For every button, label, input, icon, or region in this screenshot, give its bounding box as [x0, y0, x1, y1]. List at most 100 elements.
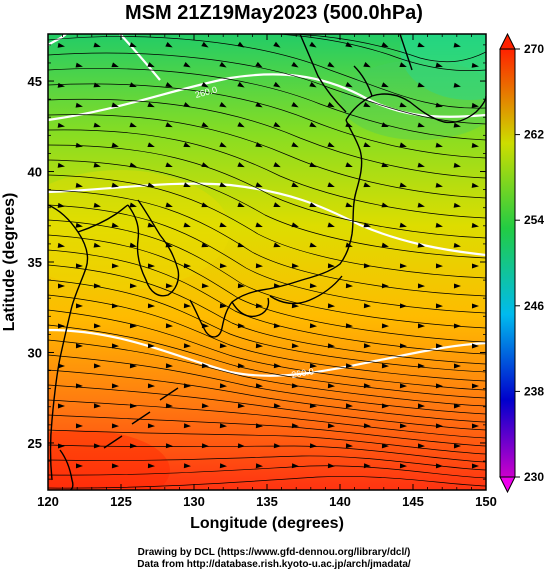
x-tick-label: 130	[183, 494, 205, 509]
wind-arrow	[57, 82, 65, 88]
wind-arrow	[219, 263, 227, 269]
wind-arrow	[381, 202, 389, 208]
wind-arrow	[93, 363, 101, 369]
x-tick-label: 150	[475, 494, 497, 509]
colorbar-bottom-arrow	[499, 476, 516, 494]
wind-arrow	[471, 222, 479, 228]
wind-arrow	[75, 222, 83, 228]
wind-arrow	[399, 102, 407, 108]
wind-arrow	[255, 61, 263, 68]
wind-arrow	[417, 323, 425, 329]
wind-arrow	[75, 142, 83, 148]
wind-arrow	[399, 343, 407, 349]
wind-arrow	[219, 61, 227, 68]
wind-arrow	[201, 41, 209, 48]
wind-arrow	[255, 423, 263, 429]
y-tick-label: 25	[28, 436, 42, 451]
wind-arrow	[201, 81, 209, 88]
wind-arrow	[309, 323, 317, 329]
wind-arrow	[291, 463, 299, 469]
wind-arrow	[183, 102, 191, 108]
wind-arrow	[75, 303, 83, 309]
wind-arrow	[363, 343, 371, 349]
wind-arrow	[417, 122, 425, 128]
wind-arrow	[453, 242, 461, 248]
colorbar-tick-label: 254	[524, 213, 544, 227]
wind-arrow	[183, 182, 191, 188]
wind-arrow	[75, 423, 83, 429]
wind-arrow	[435, 142, 443, 148]
wind-arrow	[273, 162, 281, 168]
wind-arrow	[435, 182, 443, 188]
wind-arrow	[363, 142, 371, 148]
wind-arrow	[291, 142, 299, 148]
wind-arrow	[183, 423, 191, 429]
wind-arrow	[237, 443, 245, 449]
wind-arrow	[345, 162, 353, 168]
wind-arrow	[381, 242, 389, 248]
wind-arrow	[381, 323, 389, 329]
wind-arrow	[435, 423, 443, 429]
colorbar-tick-label: 246	[524, 299, 544, 313]
wind-arrow	[417, 403, 425, 409]
wind-arrow	[237, 41, 245, 48]
wind-arrow	[165, 363, 173, 369]
wind-arrow	[453, 162, 461, 168]
y-tick-label: 30	[28, 345, 42, 360]
wind-arrow	[219, 463, 227, 469]
footer-credit-drawing: Drawing by DCL (https://www.gfd-dennou.o…	[137, 547, 411, 558]
x-tick-label: 120	[37, 494, 59, 509]
wind-arrow	[453, 323, 461, 329]
wind-arrow	[111, 263, 119, 269]
wind-arrow	[345, 202, 353, 208]
wind-arrow	[57, 283, 65, 289]
wind-arrow	[471, 383, 479, 389]
wind-arrow	[255, 101, 263, 108]
wind-arrow	[255, 303, 263, 309]
wind-arrow	[93, 42, 101, 48]
wind-arrow	[399, 62, 407, 68]
wind-arrow	[255, 222, 263, 228]
wind-arrow	[111, 102, 119, 108]
wind-arrow	[57, 363, 65, 369]
wind-arrow	[57, 323, 65, 329]
wind-arrow	[291, 343, 299, 349]
wind-arrow	[111, 222, 119, 228]
wind-arrow	[147, 383, 155, 389]
colorbar-tick-label: 230	[524, 470, 544, 484]
wind-arrow	[471, 182, 479, 188]
wind-arrow	[165, 122, 173, 128]
wind-arrow	[255, 343, 263, 349]
wind-arrow	[291, 61, 299, 68]
wind-arrow	[327, 102, 335, 108]
wind-arrow	[201, 363, 209, 369]
wind-arrow	[381, 122, 389, 128]
wind-arrow	[165, 82, 173, 88]
wind-arrow	[291, 182, 299, 188]
wind-arrow	[309, 363, 317, 369]
wind-arrow	[453, 82, 461, 88]
wind-arrow	[471, 423, 479, 429]
wind-arrow	[183, 383, 191, 389]
wind-arrow	[219, 101, 227, 108]
wind-arrow	[237, 403, 245, 409]
wind-arrow	[237, 283, 245, 289]
wind-arrow	[219, 423, 227, 429]
wind-arrow	[399, 463, 407, 469]
wind-arrow	[417, 443, 425, 449]
wind-arrow	[237, 122, 245, 128]
wind-arrow	[273, 403, 281, 409]
wind-arrow	[471, 263, 479, 269]
wind-arrow	[399, 423, 407, 429]
wind-arrow	[147, 182, 155, 188]
wind-arrow	[345, 283, 353, 289]
wind-arrow	[237, 162, 245, 168]
x-axis: 120 125 130 135 140 145 150	[37, 34, 497, 509]
colorbar-body	[499, 48, 516, 478]
map-title: MSM 21Z19May2023 (500.0hPa)	[125, 2, 423, 24]
wind-arrow	[327, 182, 335, 188]
wind-arrow	[75, 383, 83, 389]
wind-arrow	[309, 403, 317, 409]
wind-arrow	[417, 202, 425, 208]
